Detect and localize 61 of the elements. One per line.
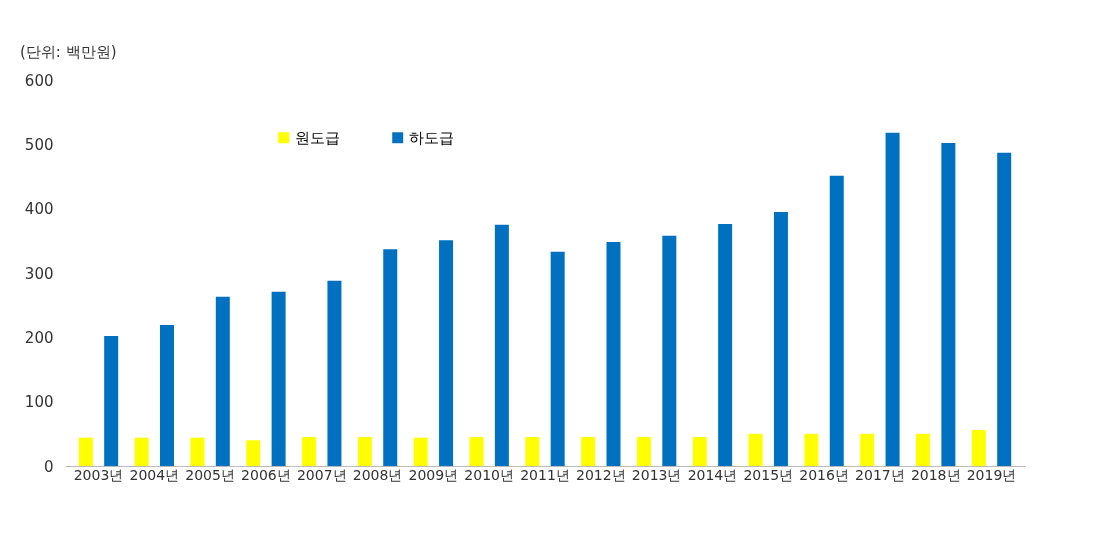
y-tick-label: 400	[24, 200, 54, 219]
bar	[662, 235, 677, 466]
bar	[941, 143, 956, 466]
text: (단위: 백만원)	[20, 43, 117, 61]
bar	[748, 433, 763, 466]
x-tick-label: 2009년	[408, 466, 459, 483]
bar	[804, 433, 819, 466]
bar	[829, 175, 844, 466]
bar	[302, 437, 317, 466]
bar	[413, 437, 428, 466]
y-tick-label: 600	[24, 71, 54, 90]
x-tick-label: 2011년	[520, 466, 570, 483]
bar	[971, 429, 986, 466]
x-tick-label: 2003년	[73, 466, 124, 483]
bar	[215, 296, 230, 466]
bar	[469, 437, 484, 466]
bar	[134, 437, 149, 466]
bar	[190, 437, 205, 466]
bar	[104, 336, 119, 466]
y-tick-label: 200	[24, 328, 54, 347]
bar	[718, 224, 733, 466]
y-tick-label: 500	[24, 135, 54, 154]
bar	[327, 280, 342, 466]
bar	[581, 437, 596, 466]
legend-label: 원도급	[295, 128, 341, 147]
bar	[246, 440, 261, 466]
bar	[997, 152, 1012, 466]
x-tick-label: 2018년	[910, 466, 961, 483]
bar	[383, 249, 398, 466]
bar	[636, 437, 651, 466]
y-tick-label: 300	[24, 264, 54, 283]
bar	[159, 325, 174, 466]
x-tick-label: 2008년	[352, 466, 403, 483]
x-tick-label: 2013년	[631, 466, 682, 483]
bar	[525, 437, 540, 466]
bar	[357, 437, 372, 466]
bar	[606, 242, 621, 466]
x-tick-label: 2015년	[743, 466, 794, 483]
y-tick-label: 0	[43, 457, 54, 476]
x-tick-label: 2010년	[464, 466, 515, 483]
bar	[271, 291, 286, 466]
x-tick-label: 2005년	[185, 466, 235, 483]
x-tick-label: 2004년	[129, 466, 180, 483]
y-tick-label: 100	[24, 393, 54, 412]
bar	[692, 437, 707, 466]
bar	[860, 433, 875, 466]
bar	[439, 240, 454, 466]
bar	[550, 251, 565, 466]
bar	[916, 433, 931, 466]
bar	[885, 132, 900, 466]
bar	[78, 437, 93, 466]
legend-label: 하도급	[409, 128, 455, 147]
x-tick-label: 2007년	[296, 466, 347, 483]
x-tick-label: 2014년	[687, 466, 738, 483]
x-tick-label: 2019년	[966, 466, 1017, 483]
bar	[773, 211, 788, 466]
x-tick-label: 2017년	[855, 466, 905, 483]
bar	[494, 224, 509, 466]
x-tick-label: 2006년	[241, 466, 291, 483]
x-tick-label: 2016년	[799, 466, 849, 483]
x-tick-label: 2012년	[575, 466, 626, 483]
